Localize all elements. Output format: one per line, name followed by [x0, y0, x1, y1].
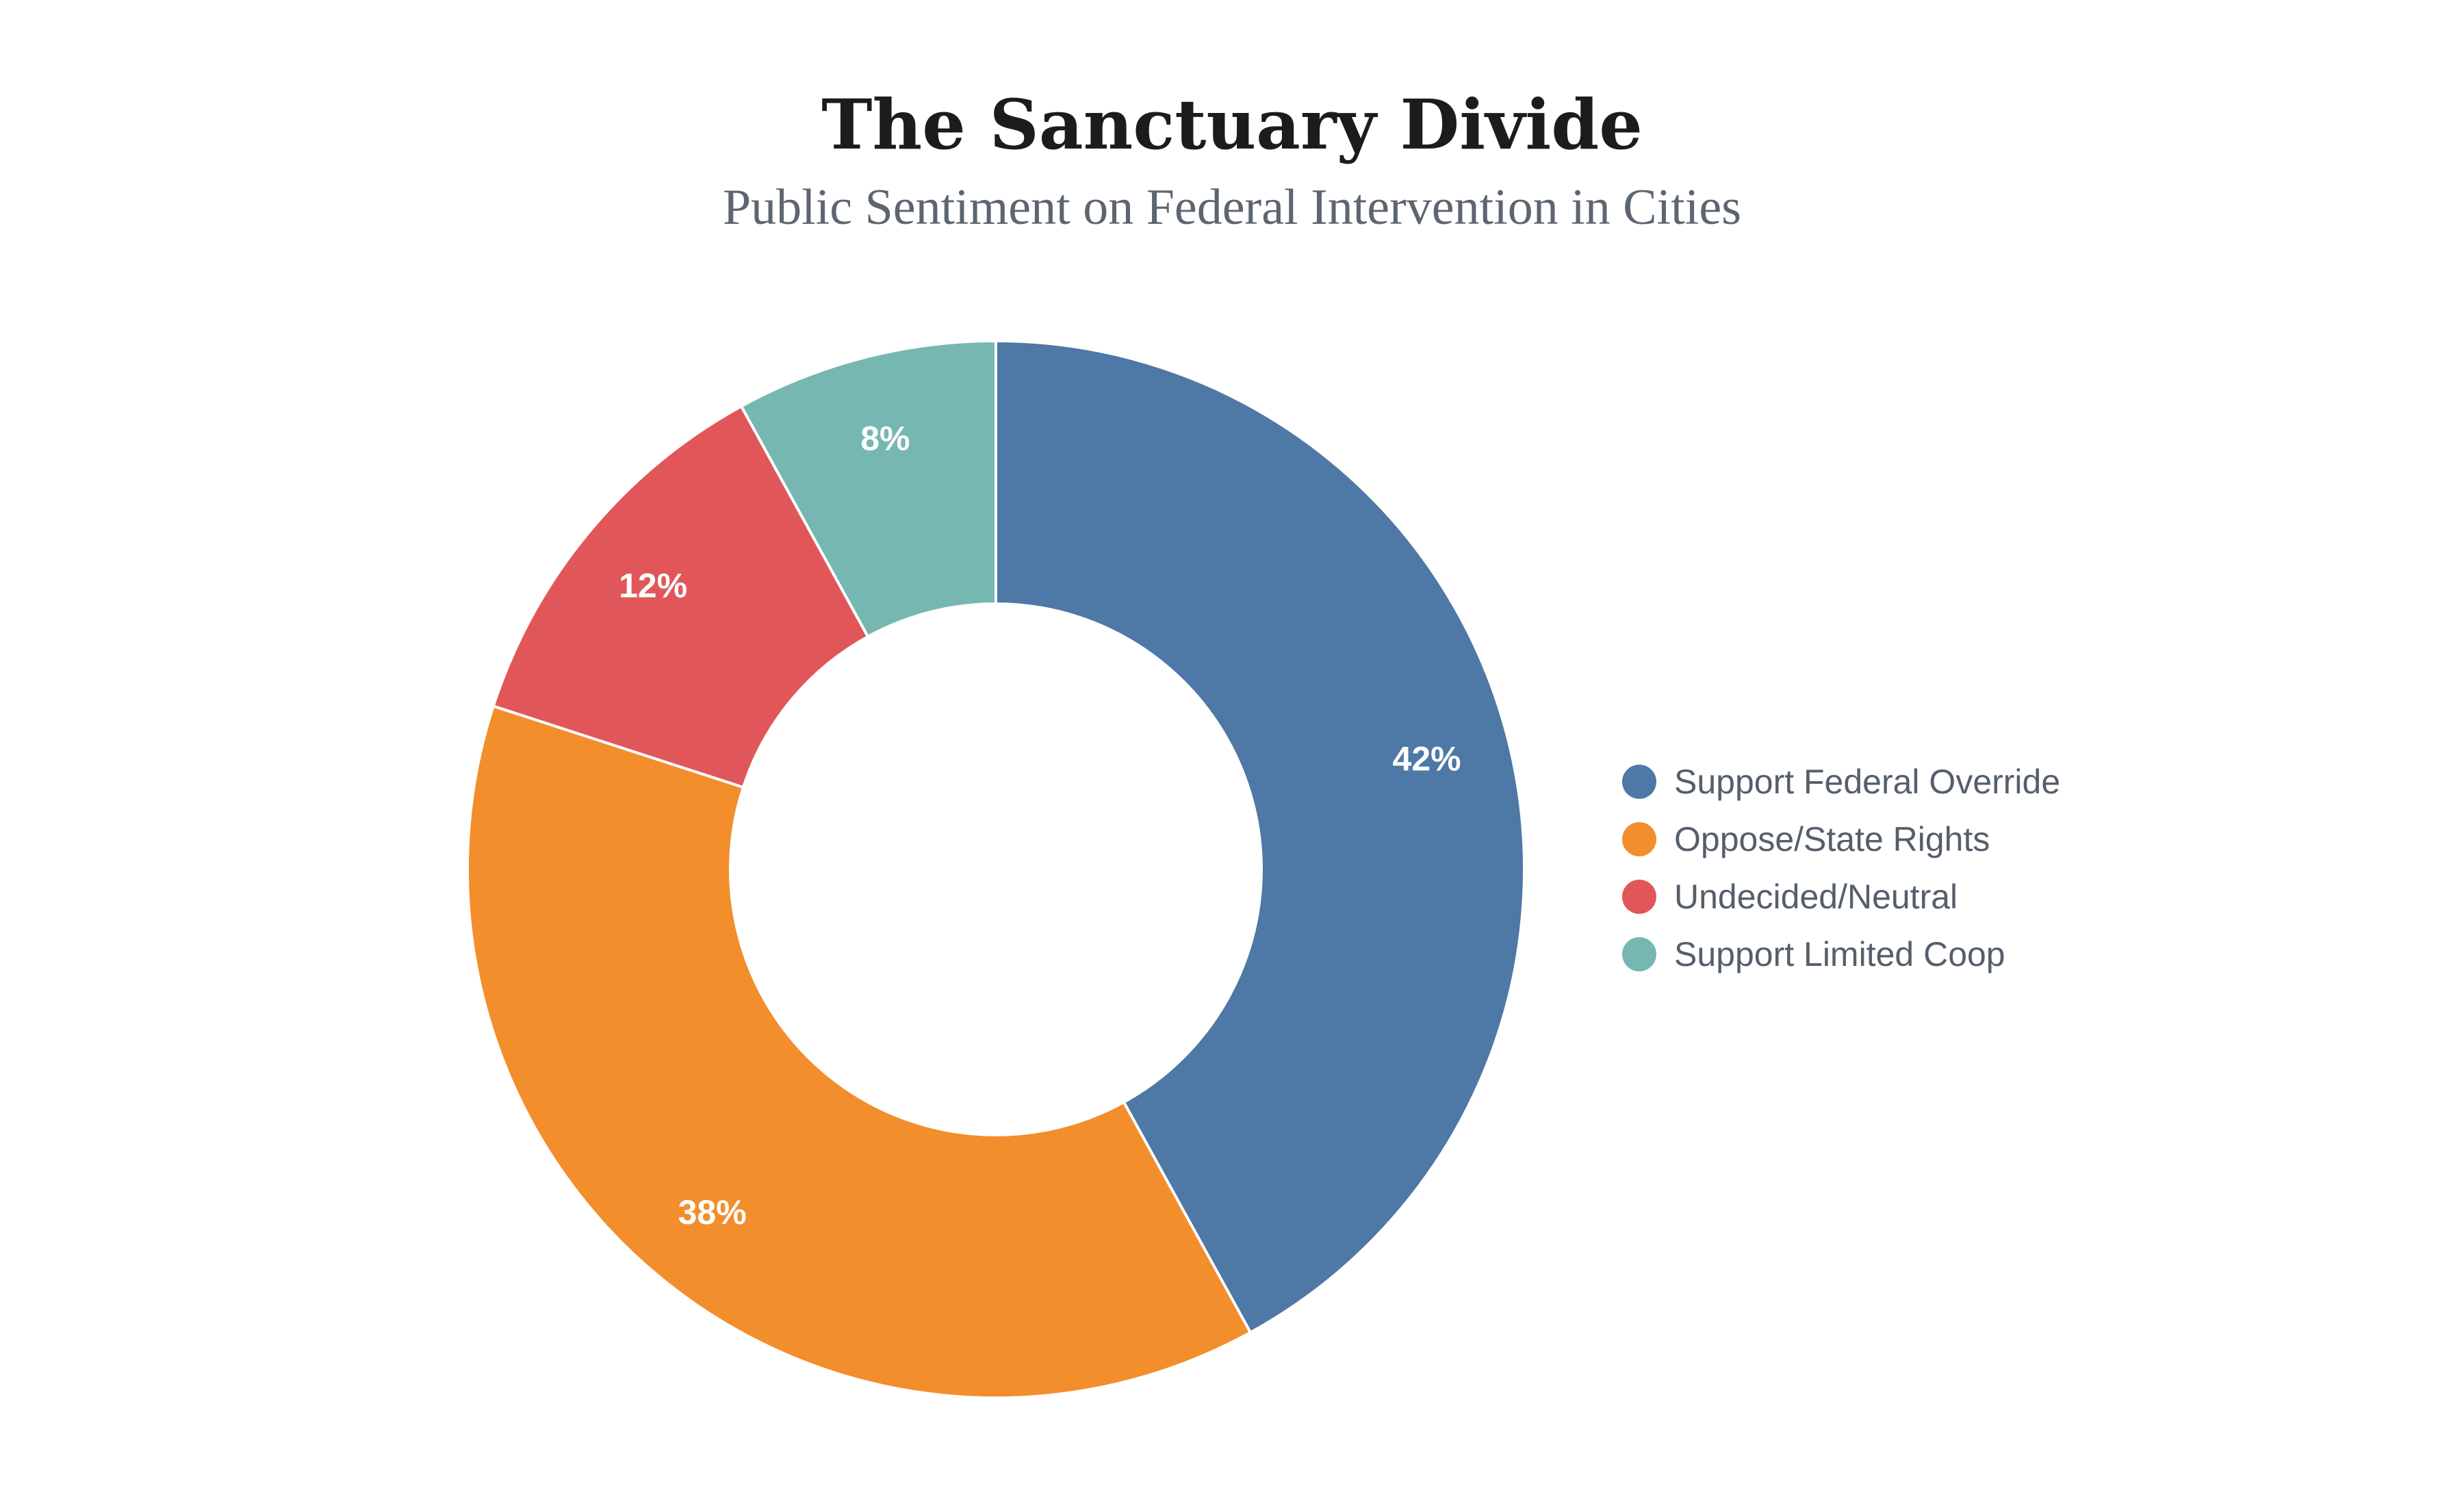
legend-swatch — [1622, 765, 1656, 799]
legend-swatch — [1622, 937, 1656, 971]
legend: Support Federal Override Oppose/State Ri… — [1622, 753, 2060, 983]
slice-value-label: 38% — [678, 1193, 747, 1231]
legend-swatch — [1622, 880, 1656, 914]
legend-item-oppose-state-rights[interactable]: Oppose/State Rights — [1622, 811, 2060, 868]
donut-slice-support-limited-coop[interactable] — [739, 339, 997, 639]
legend-label: Oppose/State Rights — [1674, 820, 1990, 858]
donut-slice-support-federal-override[interactable] — [994, 339, 1526, 1335]
donut-slice-oppose-state-rights[interactable] — [466, 704, 1253, 1399]
slice-value-label: 42% — [1393, 739, 1461, 778]
legend-item-support-federal-override[interactable]: Support Federal Override — [1622, 753, 2060, 811]
legend-swatch — [1622, 822, 1656, 856]
donut-slice-undecided-neutral[interactable] — [491, 404, 870, 789]
slice-labels: 42% 38% 12% 8% — [619, 419, 1461, 1231]
legend-item-support-limited-coop[interactable]: Support Limited Coop — [1622, 926, 2060, 983]
slice-value-label: 8% — [860, 419, 910, 457]
legend-item-undecided-neutral[interactable]: Undecided/Neutral — [1622, 868, 2060, 926]
legend-label: Undecided/Neutral — [1674, 878, 1958, 916]
chart-title: The Sanctuary Divide — [821, 84, 1643, 165]
slice-value-label: 12% — [619, 567, 687, 605]
legend-label: Support Limited Coop — [1674, 935, 2005, 973]
donut-slices — [466, 339, 1526, 1399]
legend-label: Support Federal Override — [1674, 763, 2061, 801]
chart-subtitle: Public Sentiment on Federal Intervention… — [723, 179, 1741, 235]
